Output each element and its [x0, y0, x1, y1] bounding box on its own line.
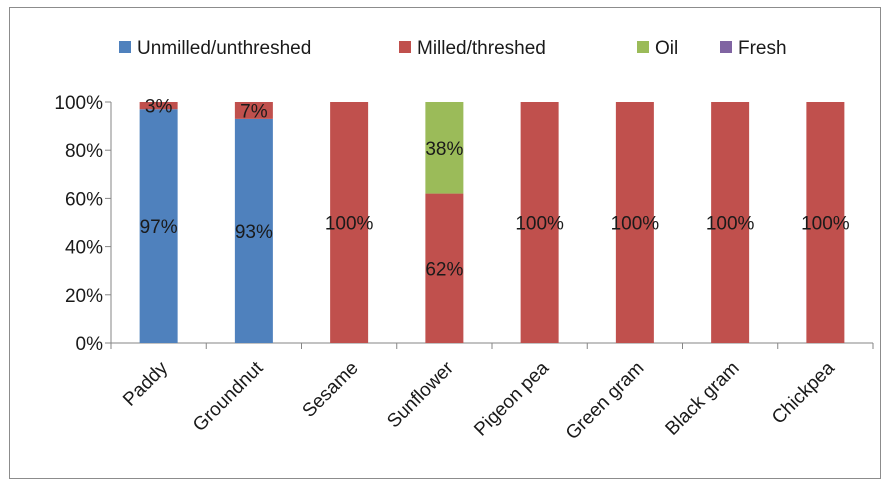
bar-sunflower-milled-threshed [425, 193, 464, 343]
y-tick-label: 80% [65, 141, 103, 162]
bar-groundnut-milled-threshed [234, 102, 273, 119]
bar-green-gram-milled-threshed [615, 102, 654, 343]
legend-swatch-unmilled-unthreshed [119, 41, 131, 53]
legend-swatch-fresh [720, 41, 732, 53]
data-label-sunflower-oil: 38% [425, 139, 463, 160]
x-tick-label: Black gram [662, 358, 744, 440]
legend-label-oil: Oil [655, 38, 678, 59]
x-tick-label: Paddy [119, 357, 172, 410]
x-tick-label: Groundnut [189, 357, 268, 436]
bar-sesame-milled-threshed [330, 102, 369, 343]
bar-chickpea-milled-threshed [806, 102, 845, 343]
y-tick-label: 0% [76, 334, 104, 355]
data-label-black-gram-milled-threshed: 100% [706, 214, 755, 235]
bar-black-gram-milled-threshed [711, 102, 750, 343]
x-tick-label: Sunflower [383, 357, 458, 432]
data-label-groundnut-unmilled-unthreshed: 93% [235, 222, 273, 243]
data-label-sesame-milled-threshed: 100% [325, 214, 374, 235]
y-tick-label: 20% [65, 286, 103, 307]
bar-paddy-unmilled-unthreshed [139, 109, 178, 343]
bar-groundnut-unmilled-unthreshed [234, 118, 273, 344]
y-tick-label: 100% [54, 93, 103, 114]
legend-label-unmilled-unthreshed: Unmilled/unthreshed [137, 38, 311, 59]
legend-swatch-oil [637, 41, 649, 53]
x-tick-label: Chickpea [768, 357, 839, 428]
x-tick-label: Green gram [562, 358, 649, 445]
x-tick-label: Sesame [299, 358, 363, 422]
legend-label-fresh: Fresh [738, 38, 787, 59]
data-label-chickpea-milled-threshed: 100% [801, 214, 850, 235]
bar-sunflower-oil [425, 102, 464, 194]
data-label-groundnut-milled-threshed: 7% [240, 101, 268, 122]
y-tick-label: 40% [65, 238, 103, 259]
legend-label-milled-threshed: Milled/threshed [417, 38, 546, 59]
y-tick-label: 60% [65, 189, 103, 210]
data-label-sunflower-milled-threshed: 62% [425, 259, 463, 280]
bar-paddy-milled-threshed [139, 102, 178, 110]
data-label-paddy-milled-threshed: 3% [145, 97, 173, 118]
x-tick-label: Pigeon pea [470, 357, 553, 440]
bar-pigeon-pea-milled-threshed [520, 102, 559, 343]
data-label-paddy-unmilled-unthreshed: 97% [140, 217, 178, 238]
data-label-pigeon-pea-milled-threshed: 100% [515, 214, 564, 235]
legend-swatch-milled-threshed [399, 41, 411, 53]
data-label-green-gram-milled-threshed: 100% [611, 214, 660, 235]
